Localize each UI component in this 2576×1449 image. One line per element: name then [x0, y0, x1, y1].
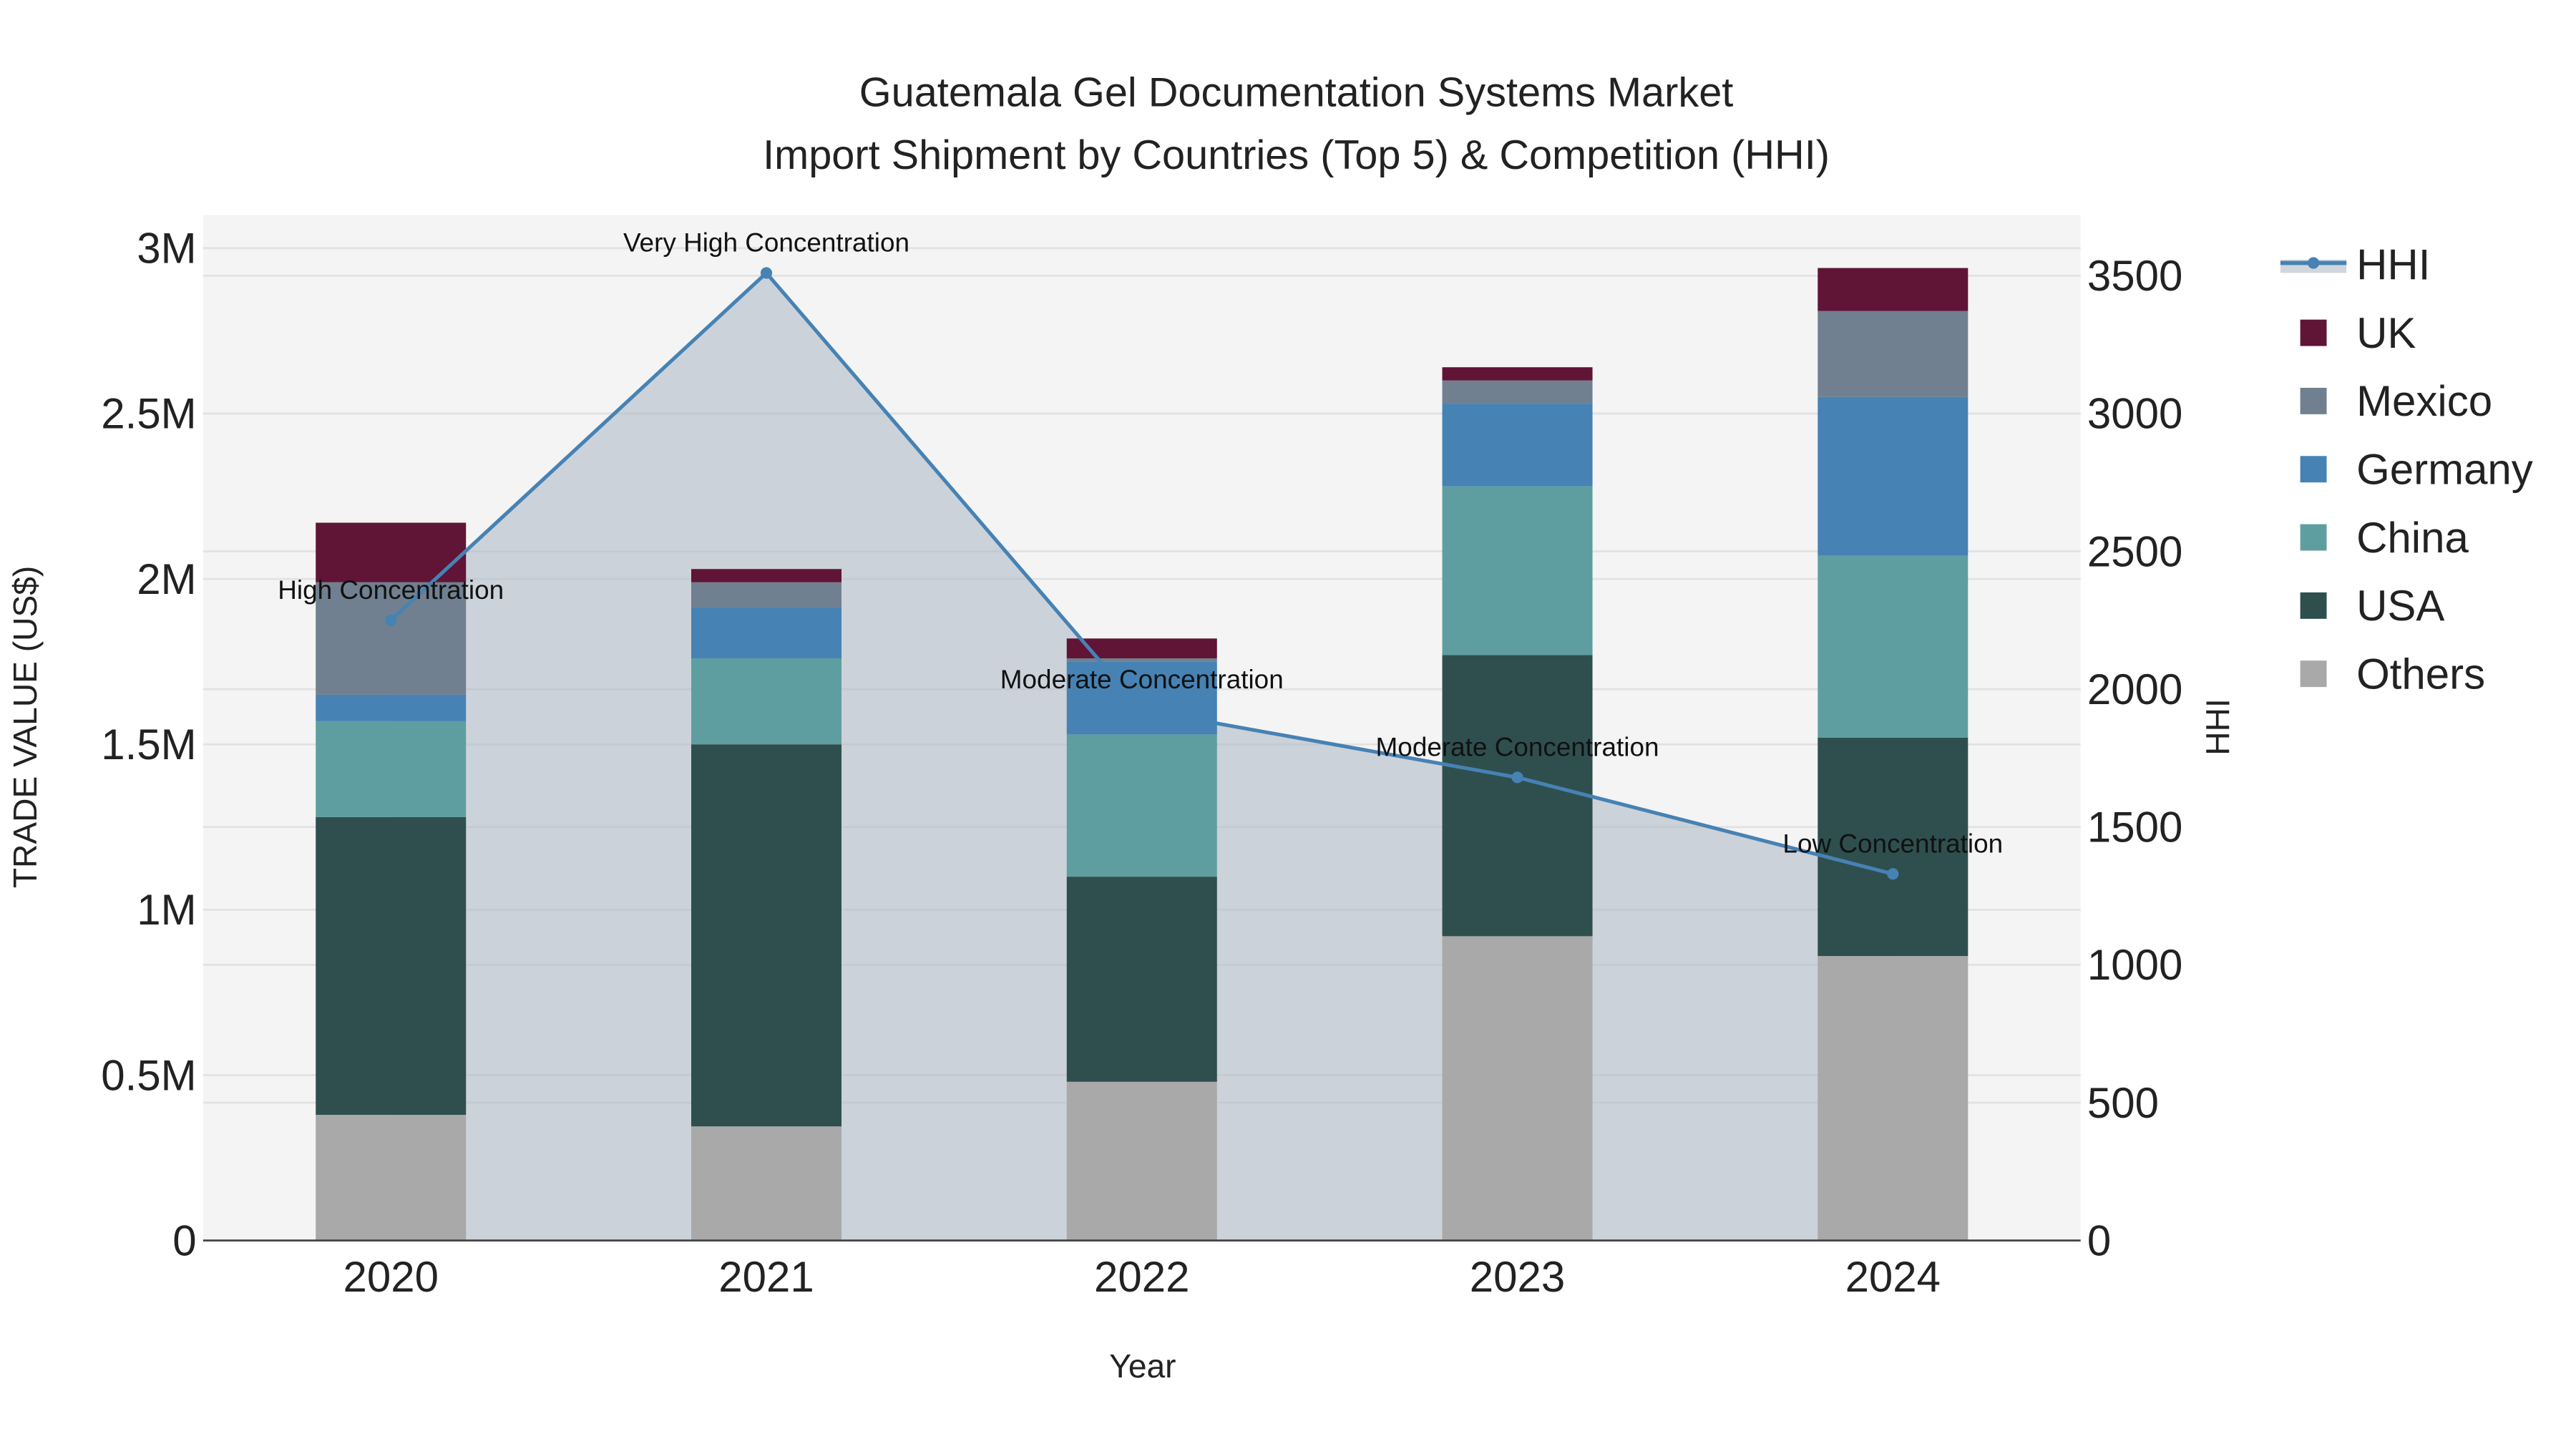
bar-usa-2024: [1818, 737, 1968, 957]
hhi-point-2022: [1136, 703, 1148, 716]
x-ticks: 2020 2021 2022 2023 2024: [343, 1253, 1941, 1301]
bar-china-2020: [316, 721, 467, 817]
legend: HHI UK Mexico Germany China USA Others: [2280, 241, 2533, 698]
y2-axis-label: HHI: [2199, 698, 2236, 755]
bar-usa-2023: [1442, 655, 1593, 937]
bar-germany-2021: [691, 607, 841, 659]
hhi-annotation: Moderate Concentration: [1000, 665, 1284, 694]
bar-mexico-2021: [691, 582, 841, 608]
legend-label-hhi: HHI: [2356, 241, 2430, 289]
bar-china-2023: [1442, 486, 1593, 655]
hhi-point-2023: [1511, 771, 1523, 784]
annotations: High Concentration Very High Concentratio…: [278, 228, 2003, 858]
bar-china-2022: [1066, 734, 1217, 877]
hhi-annotation: Low Concentration: [1782, 829, 2003, 858]
hhi-annotation: Moderate Concentration: [1376, 732, 1659, 761]
x-tick-label: 2022: [1094, 1253, 1189, 1301]
bar-others-2022: [1066, 1081, 1217, 1241]
bar-usa-2021: [691, 744, 841, 1127]
bar-uk-2022: [1066, 638, 1217, 659]
y2-tick-label: 2000: [2087, 665, 2182, 713]
bar-others-2023: [1442, 936, 1593, 1241]
bar-others-2020: [316, 1114, 467, 1241]
x-axis-label: Year: [1109, 1347, 1176, 1385]
bar-others-2021: [691, 1126, 841, 1241]
bar-germany-2024: [1818, 396, 1968, 556]
legend-label-china: China: [2356, 514, 2469, 562]
bar-others-2024: [1818, 956, 1968, 1241]
bar-germany-2023: [1442, 404, 1593, 487]
y-tick-label: 0: [172, 1216, 196, 1264]
legend-swatch-germany: [2300, 456, 2327, 483]
x-tick-label: 2021: [718, 1253, 814, 1301]
hhi-annotation: High Concentration: [278, 575, 504, 605]
bar-uk-2024: [1818, 268, 1968, 311]
bar-usa-2022: [1066, 877, 1217, 1082]
hhi-line: [385, 267, 1899, 880]
chart-title-line1: Guatemala Gel Documentation Systems Mark…: [859, 69, 1734, 115]
y-ticks: 0 0.5M 1M 1.5M 2M 2.5M 3M: [101, 225, 196, 1265]
y2-tick-label: 2500: [2087, 527, 2182, 575]
x-tick-label: 2023: [1470, 1253, 1565, 1301]
y2-tick-label: 3000: [2087, 390, 2182, 438]
y2-tick-label: 500: [2087, 1079, 2159, 1127]
y2-tick-label: 3500: [2087, 252, 2182, 300]
y2-tick-label: 1500: [2087, 804, 2182, 852]
bar-germany-2022: [1066, 661, 1217, 735]
y2-ticks: 0 500 1000 1500 2000 2500 3000 3500: [2087, 252, 2182, 1264]
y-tick-label: 3M: [137, 225, 196, 273]
hhi-point-2024: [1887, 868, 1899, 880]
bar-uk-2021: [691, 569, 841, 582]
legend-swatch-usa: [2300, 592, 2327, 619]
y2-tick-label: 0: [2087, 1216, 2111, 1264]
bar-mexico-2020: [316, 582, 467, 695]
chart-title-line2: Import Shipment by Countries (Top 5) & C…: [763, 132, 1830, 178]
bar-usa-2020: [316, 816, 467, 1115]
legend-swatch-china: [2300, 524, 2327, 551]
legend-hhi-marker: [2308, 257, 2320, 269]
bar-mexico-2022: [1066, 658, 1217, 662]
y-tick-label: 2M: [137, 555, 196, 603]
legend-swatch-others: [2300, 660, 2327, 688]
legend-label-uk: UK: [2356, 309, 2416, 357]
y-tick-label: 2.5M: [101, 390, 196, 438]
bars: [316, 268, 1968, 1241]
legend-swatch-mexico: [2300, 387, 2327, 414]
hhi-point-2021: [760, 267, 773, 279]
y-axis-label: TRADE VALUE (US$): [6, 566, 44, 888]
legend-label-others: Others: [2356, 650, 2485, 698]
bar-china-2021: [691, 658, 841, 745]
y-tick-label: 0.5M: [101, 1051, 196, 1099]
x-tick-label: 2020: [343, 1253, 438, 1301]
bar-china-2024: [1818, 555, 1968, 738]
legend-label-germany: Germany: [2356, 445, 2533, 493]
y2-tick-label: 1000: [2087, 941, 2182, 989]
bar-mexico-2023: [1442, 380, 1593, 404]
hhi-annotation: Very High Concentration: [623, 228, 909, 257]
x-tick-label: 2024: [1845, 1253, 1941, 1301]
legend-label-usa: USA: [2356, 582, 2444, 630]
y-tick-label: 1.5M: [101, 721, 196, 769]
bar-germany-2020: [316, 694, 467, 721]
legend-label-mexico: Mexico: [2356, 377, 2492, 425]
legend-swatch-uk: [2300, 319, 2327, 346]
bar-mexico-2024: [1818, 311, 1968, 397]
y-tick-label: 1M: [137, 886, 196, 934]
hhi-point-2020: [385, 614, 397, 626]
bar-uk-2023: [1442, 367, 1593, 381]
